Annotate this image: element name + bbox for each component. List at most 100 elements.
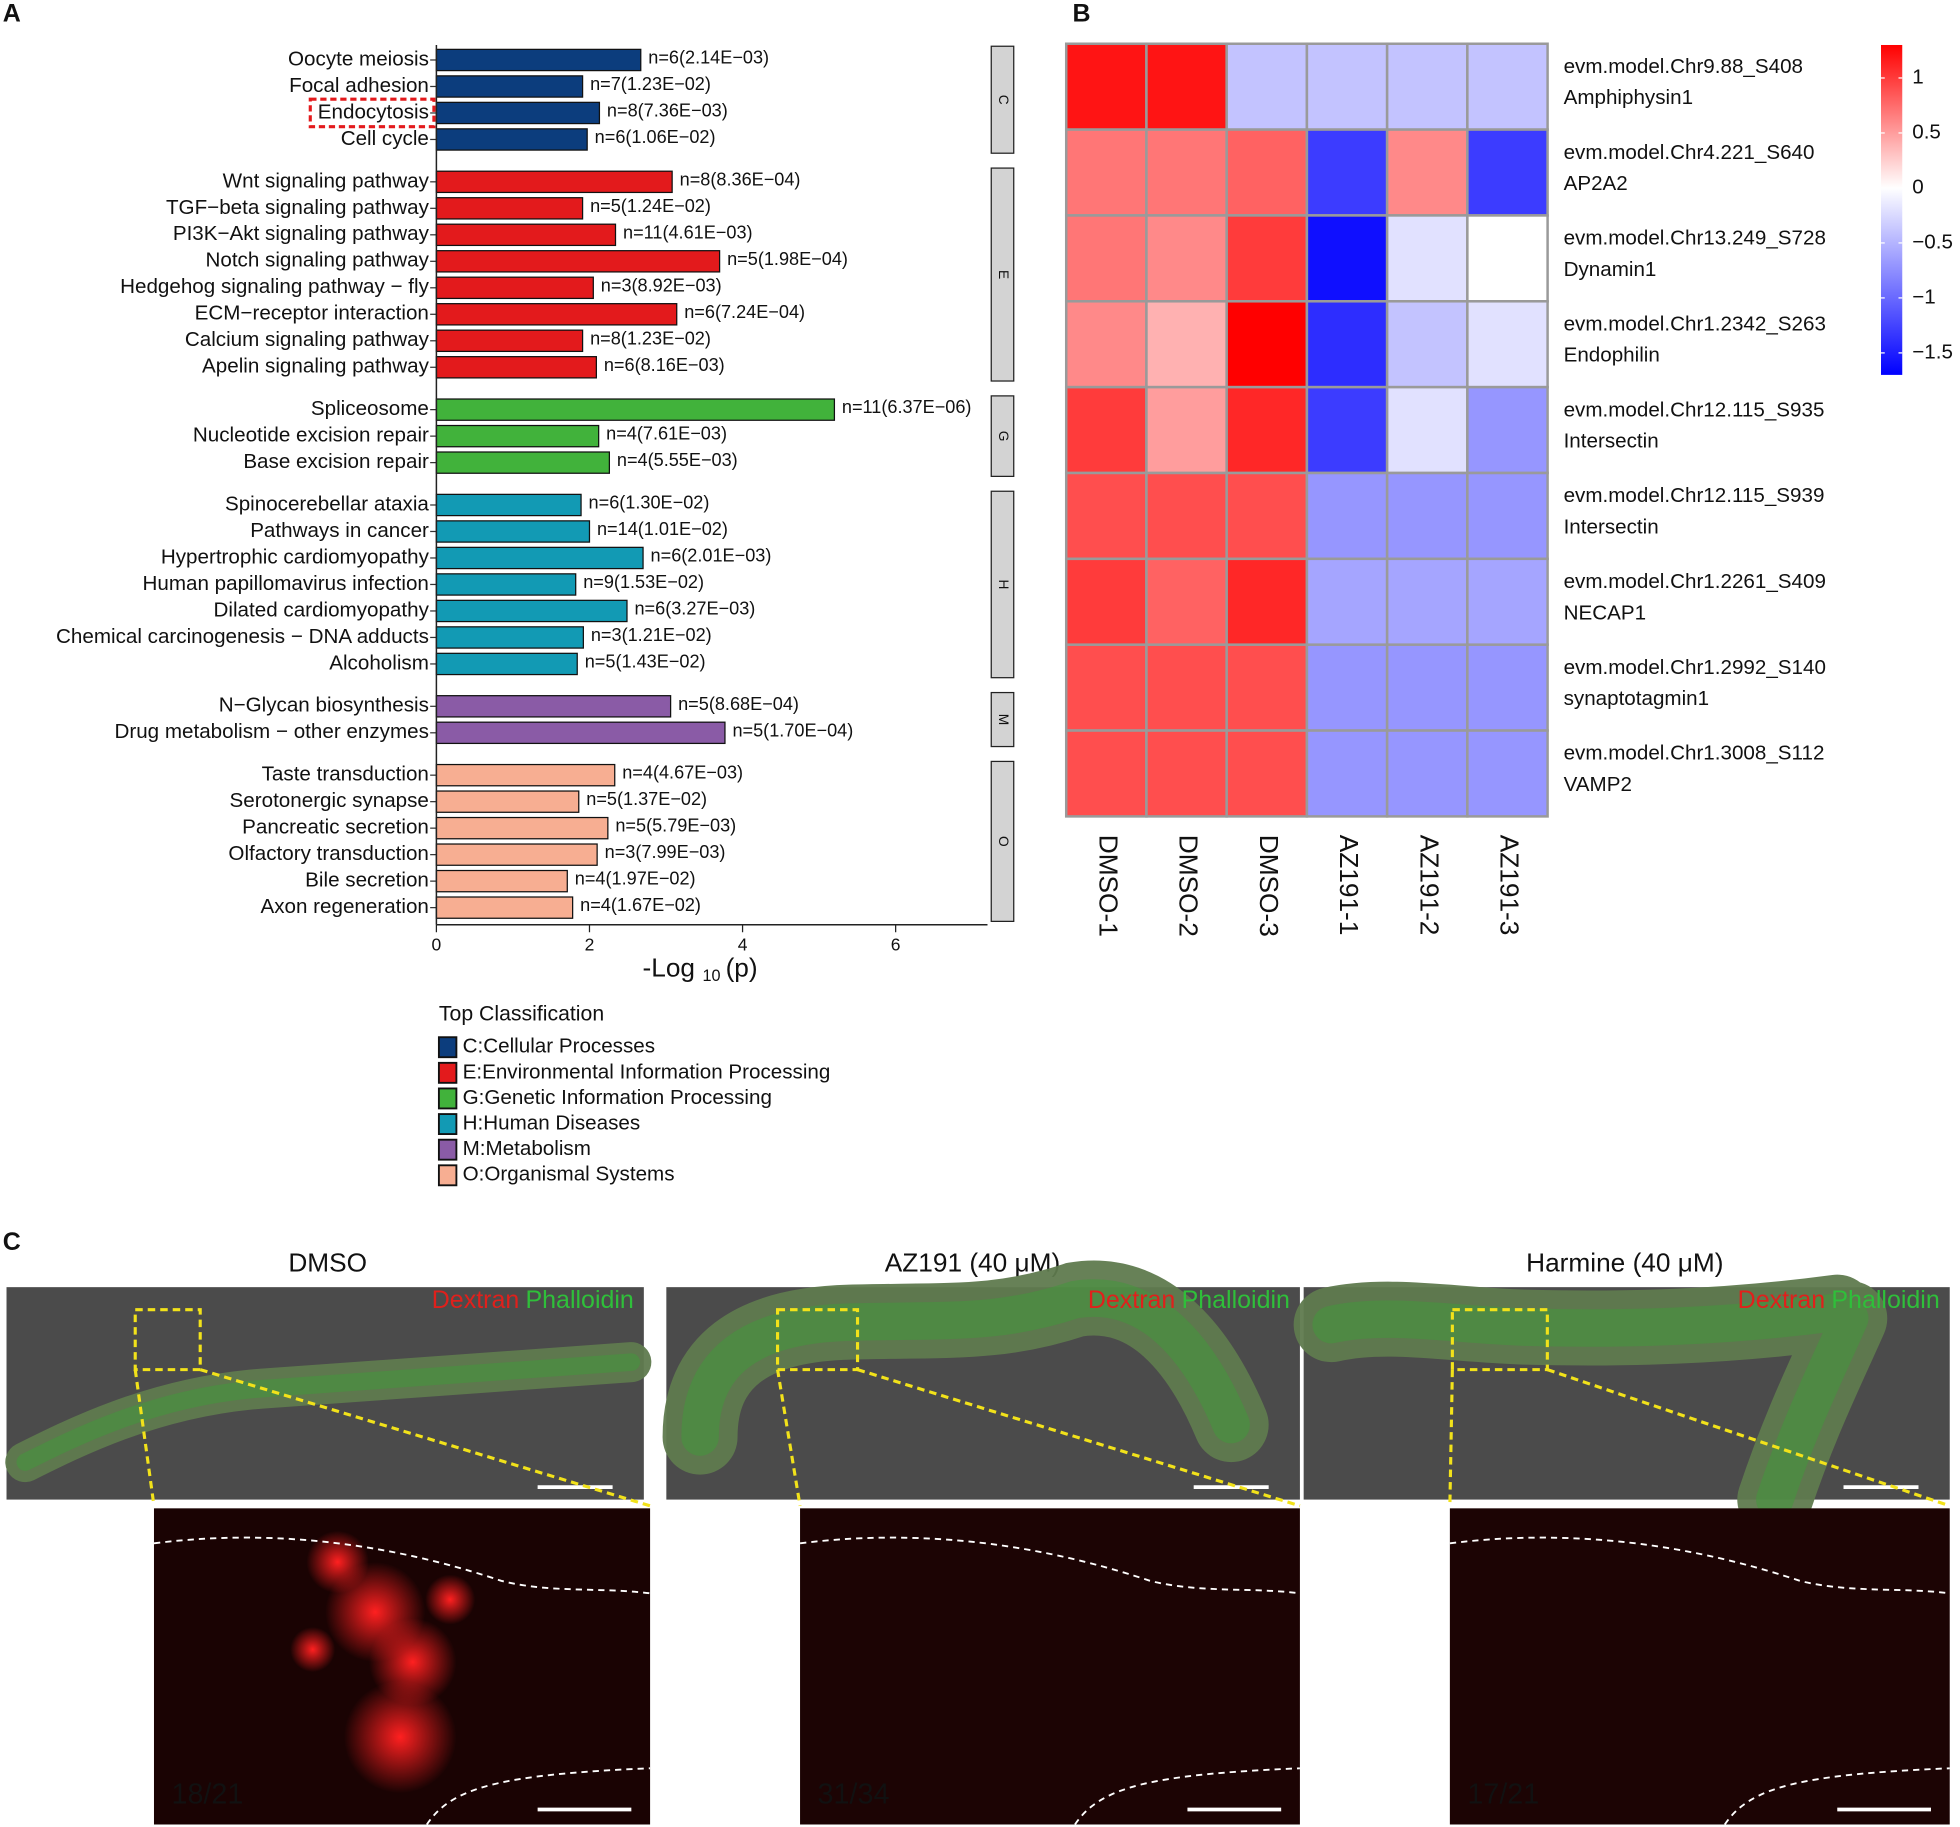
bar: [435, 626, 584, 649]
heatmap-cell: [1145, 471, 1228, 561]
value-label: n=5(1.37E−02): [586, 789, 707, 809]
heatmap-cell: [1064, 729, 1148, 818]
panel-label: C: [3, 1228, 21, 1256]
row-id-label: evm.model.Chr13.249_S728: [1564, 227, 1826, 250]
heatmap-cell: [1466, 557, 1549, 646]
category-label: Pathways in cancer: [250, 519, 429, 542]
heatmap-cell: [1305, 557, 1389, 646]
category-label: Alcoholism: [329, 651, 429, 674]
bar: [435, 250, 721, 273]
legend-label: C:Cellular Processes: [463, 1035, 655, 1058]
category-label: Endocytosis: [318, 100, 429, 123]
category-label: Notch signaling pathway: [205, 249, 429, 272]
value-label: n=5(1.98E−04): [727, 249, 848, 269]
group-strip: [990, 691, 1015, 748]
legend-label: M:Metabolism: [463, 1137, 591, 1160]
value-label: n=8(8.36E−04): [680, 169, 801, 189]
heatmap-cell: [1064, 128, 1148, 217]
heatmap-cell: [1145, 214, 1228, 303]
column-label: AZ191-1: [1334, 835, 1364, 936]
value-label: n=6(2.01E−03): [651, 546, 772, 566]
value-label: n=5(8.68E−04): [678, 694, 799, 714]
heatmap-cell: [1225, 300, 1309, 389]
outline: [153, 1536, 651, 1595]
value-label: n=9(1.53E−02): [583, 572, 704, 592]
zoom-box: [775, 1308, 860, 1372]
zoom-line: [776, 1369, 802, 1507]
group-strip: [990, 45, 1015, 154]
outline: [1449, 1536, 1950, 1595]
category-label: Taste transduction: [262, 763, 429, 786]
bar: [435, 197, 584, 220]
heatmap-cell: [1466, 729, 1549, 818]
zoom-line: [1546, 1368, 1951, 1508]
category-label: Serotonergic synapse: [230, 789, 429, 812]
colorbar-tick-label: −0.5: [1912, 230, 1953, 253]
row-id-label: evm.model.Chr1.2992_S140: [1564, 656, 1826, 679]
zoom-box: [1450, 1308, 1549, 1372]
heatmap-cell: [1385, 729, 1469, 818]
heatmap-cell: [1225, 471, 1309, 561]
category-label: PI3K−Akt signaling pathway: [173, 222, 430, 245]
category-label: Dilated cardiomyopathy: [214, 598, 430, 621]
dextran-signal: [343, 1680, 457, 1794]
column-label: AZ191-2: [1414, 835, 1444, 936]
colorbar-tick-label: 1: [1912, 65, 1923, 88]
row-id-label: evm.model.Chr12.115_S935: [1564, 398, 1825, 421]
bar: [435, 276, 594, 300]
row-id-label: evm.model.Chr12.115_S939: [1564, 484, 1825, 507]
category-label: Spliceosome: [311, 397, 429, 420]
heatmap-cell: [1145, 729, 1228, 818]
value-label: n=5(1.70E−04): [732, 720, 853, 740]
category-label: Chemical carcinogenesis − DNA adducts: [56, 625, 429, 648]
category-label: Human papillomavirus infection: [143, 572, 429, 595]
heatmap-cell: [1305, 643, 1389, 732]
count: 17/21: [1467, 1778, 1539, 1810]
bar: [435, 520, 591, 543]
category-label: Olfactory transduction: [228, 842, 428, 865]
category-label: Hypertrophic cardiomyopathy: [161, 545, 430, 568]
value-label: n=11(4.61E−03): [623, 222, 753, 242]
outline: [1724, 1767, 1950, 1826]
value-label: n=3(1.21E−02): [591, 625, 712, 645]
row-gene-label: Intersectin: [1564, 515, 1659, 538]
heatmap-cell: [1305, 729, 1389, 818]
category-label: Bile secretion: [305, 869, 429, 892]
heatmap-cell: [1385, 300, 1469, 389]
heatmap-cell: [1064, 385, 1148, 475]
bar: [435, 451, 611, 474]
stain-red: Dextran: [432, 1285, 519, 1313]
heatmap-cell: [1385, 471, 1469, 561]
heatmap-cell: [1145, 300, 1228, 389]
column-label: AZ191-3: [1495, 835, 1525, 936]
heatmap-cell: [1225, 42, 1309, 131]
group-strip-label: H: [996, 580, 1011, 590]
zoom-micrograph: [1449, 1508, 1950, 1825]
heatmap-cell: [1466, 42, 1549, 131]
colorbar-tick-label: −1: [1912, 285, 1936, 308]
bar: [435, 790, 580, 813]
bar: [435, 695, 672, 718]
count: 18/21: [171, 1778, 243, 1810]
heatmap-cell: [1225, 557, 1309, 646]
category-label: N−Glycan biosynthesis: [219, 694, 429, 717]
heatmap-cell: [1385, 557, 1469, 646]
category-label: Oocyte meiosis: [288, 47, 429, 70]
value-label: n=6(3.27E−03): [634, 598, 755, 618]
value-label: n=11(6.37E−06): [842, 397, 972, 417]
heatmap-cell: [1466, 385, 1549, 475]
highlight-box: [308, 97, 436, 129]
row-gene-label: NECAP1: [1564, 601, 1646, 624]
bar: [435, 303, 678, 326]
colorbar-tick-label: −1.5: [1912, 340, 1953, 363]
bar: [435, 424, 600, 448]
heatmap-cell: [1064, 42, 1148, 131]
legend-swatch: [437, 1138, 458, 1161]
category-label: Calcium signaling pathway: [185, 328, 430, 351]
image-title: AZ191 (40 μM): [885, 1248, 1060, 1278]
category-label: Drug metabolism − other enzymes: [114, 720, 428, 743]
stain-red: Dextran: [1738, 1285, 1825, 1313]
bar: [435, 573, 577, 596]
x-tick-label: 2: [585, 935, 595, 955]
